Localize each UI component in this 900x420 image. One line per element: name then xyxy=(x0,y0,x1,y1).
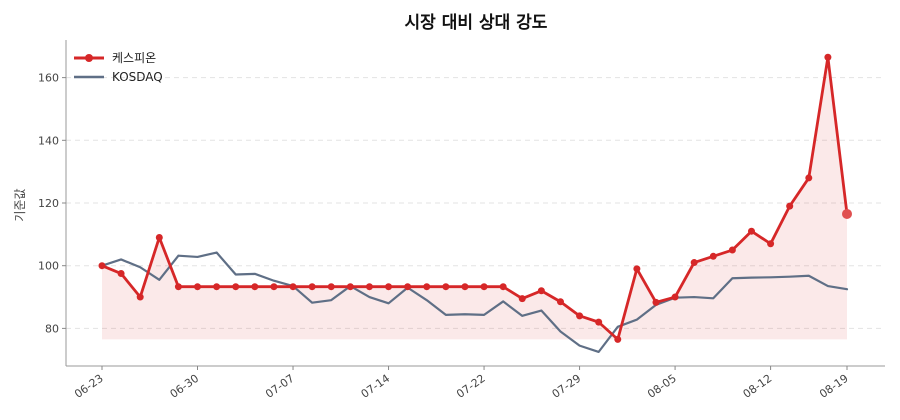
series-1-point-1 xyxy=(117,270,125,278)
series-1-point-34 xyxy=(747,227,755,235)
series-1-point-9 xyxy=(270,283,278,291)
series-1-point-27 xyxy=(614,335,622,343)
x-tick-label-7: 08-12 xyxy=(741,372,775,401)
x-tick-labels: 06-23 06-30 07-07 07-14 07-22 07-29 08-05 08-12… xyxy=(72,366,851,401)
series-line-1 xyxy=(100,55,849,341)
legend-label-series-1: 케스피온 xyxy=(112,51,156,65)
series-1-point-24 xyxy=(556,298,564,306)
series-1-point-30 xyxy=(671,293,679,301)
series-1-point-19 xyxy=(461,283,469,291)
series-1-point-18 xyxy=(442,283,450,291)
series-1-point-38 xyxy=(824,53,832,61)
x-tick-label-8: 08-19 xyxy=(817,372,851,401)
series-1-point-28 xyxy=(633,265,641,273)
area-fill-series-1 xyxy=(102,57,847,340)
series-1-point-0 xyxy=(98,262,106,270)
x-tick-label-3: 07-14 xyxy=(359,372,393,401)
y-tick-label-3: 140 xyxy=(38,134,59,147)
x-tick-label-0: 06-23 xyxy=(72,372,106,401)
series-1-point-37 xyxy=(805,174,813,182)
series-1-point-8 xyxy=(251,283,259,291)
series-1-point-23 xyxy=(537,287,545,295)
y-tick-label-1: 100 xyxy=(38,260,59,273)
series-1-point-20 xyxy=(480,283,488,291)
grid-lines xyxy=(66,77,885,329)
legend-label-series-2: KOSDAQ xyxy=(112,70,163,84)
series-1-point-2 xyxy=(136,293,144,301)
series-1-point-36 xyxy=(786,202,794,210)
series-1-point-11 xyxy=(308,283,316,291)
series-1-point-16 xyxy=(404,283,412,291)
series-1-point-13 xyxy=(346,283,354,291)
series-1-point-6 xyxy=(213,283,221,291)
series-1-point-21 xyxy=(499,283,507,291)
series-1-point-15 xyxy=(385,283,393,291)
y-tick-label-0: 80 xyxy=(45,322,59,335)
series-points-layer xyxy=(98,53,852,343)
x-tick-label-4: 07-22 xyxy=(454,372,488,401)
series-1-point-5 xyxy=(194,283,202,291)
series-1-point-29 xyxy=(652,298,660,306)
x-tick-label-6: 08-05 xyxy=(645,372,679,401)
series-1-point-10 xyxy=(289,283,297,291)
x-tick-label-1: 06-30 xyxy=(168,372,202,401)
series-1-point-7 xyxy=(232,283,240,291)
series-1-point-26 xyxy=(595,318,603,326)
y-tick-labels: 80 100 120 140 160 xyxy=(38,72,66,335)
area-fill-layer xyxy=(102,57,847,340)
series-1-point-14 xyxy=(365,283,373,291)
series-1-point-31 xyxy=(690,259,698,267)
series-1-point-25 xyxy=(576,312,584,320)
series-1-point-32 xyxy=(709,252,717,260)
series-lines-layer xyxy=(100,55,849,353)
legend-marker-series-1 xyxy=(85,54,93,62)
series-1-point-39 xyxy=(842,208,852,219)
y-axis-label: 기준값 xyxy=(13,188,27,221)
chart-title: 시장 대비 상대 강도 xyxy=(405,13,548,33)
series-1-point-22 xyxy=(518,295,526,303)
x-tick-label-2: 07-07 xyxy=(263,372,297,401)
y-tick-label-2: 120 xyxy=(38,197,59,210)
series-1-point-12 xyxy=(327,283,335,291)
y-tick-label-4: 160 xyxy=(38,72,59,85)
series-1-point-17 xyxy=(423,283,431,291)
x-tick-label-5: 07-29 xyxy=(550,372,584,401)
series-line-2 xyxy=(100,251,849,353)
series-1-point-3 xyxy=(155,233,163,241)
series-1-point-4 xyxy=(174,283,182,291)
legend: 케스피온 KOSDAQ xyxy=(74,51,163,84)
series-1-point-35 xyxy=(767,240,775,248)
series-1-point-33 xyxy=(728,246,736,254)
